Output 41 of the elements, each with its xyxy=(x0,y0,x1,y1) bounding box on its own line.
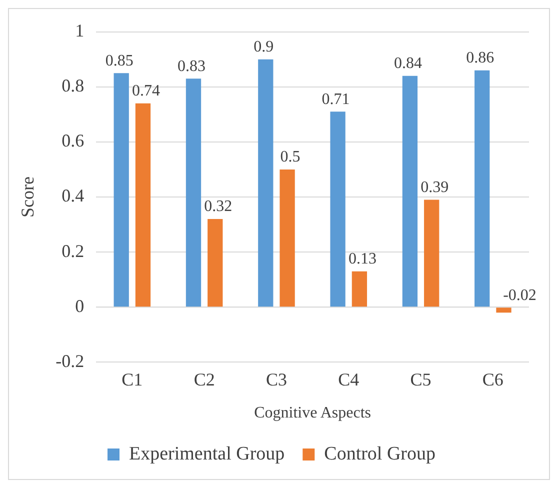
x-axis-title: Cognitive Aspects xyxy=(254,404,371,422)
bar xyxy=(135,103,151,307)
data-label: 0.39 xyxy=(420,178,449,196)
legend-label: Experimental Group xyxy=(129,443,285,464)
data-label: 0.84 xyxy=(394,55,422,72)
data-label: 0.86 xyxy=(466,50,494,67)
y-tick-label: 1 xyxy=(75,20,84,41)
bar xyxy=(258,59,274,307)
y-tick-label: 0.4 xyxy=(62,186,84,206)
data-label: 0.5 xyxy=(280,148,300,166)
x-tick-label: C3 xyxy=(266,370,287,390)
x-tick-label: C6 xyxy=(482,370,504,390)
bar xyxy=(496,308,512,313)
bar xyxy=(474,70,490,307)
y-tick-label: 0 xyxy=(75,296,84,316)
bar xyxy=(330,112,346,307)
bar xyxy=(280,169,295,307)
legend-label: Control Group xyxy=(324,443,436,464)
bar xyxy=(114,73,129,307)
y-tick-label: 0.6 xyxy=(62,130,84,151)
data-label: 0.32 xyxy=(204,198,232,216)
y-axis-title: Score xyxy=(18,176,38,218)
y-tick-label: -0.2 xyxy=(56,350,84,371)
data-label: 0.71 xyxy=(322,90,350,108)
bar xyxy=(402,76,418,307)
data-label: 0.13 xyxy=(348,250,376,268)
x-tick-label: C1 xyxy=(122,370,143,390)
x-tick-label: C4 xyxy=(338,370,360,390)
data-label: 0.74 xyxy=(132,82,160,100)
data-label: -0.02 xyxy=(503,286,536,304)
x-tick-label: C5 xyxy=(410,370,432,390)
bar xyxy=(208,219,223,307)
x-tick-label: C2 xyxy=(194,370,215,390)
data-label: 0.9 xyxy=(254,38,274,56)
bar xyxy=(424,200,440,307)
y-tick-label: 0.2 xyxy=(62,240,84,261)
data-label: 0.83 xyxy=(178,58,206,75)
bar xyxy=(186,78,202,307)
bar xyxy=(352,271,368,307)
data-label: 0.85 xyxy=(105,52,134,70)
y-tick-label: 0.8 xyxy=(62,76,84,96)
